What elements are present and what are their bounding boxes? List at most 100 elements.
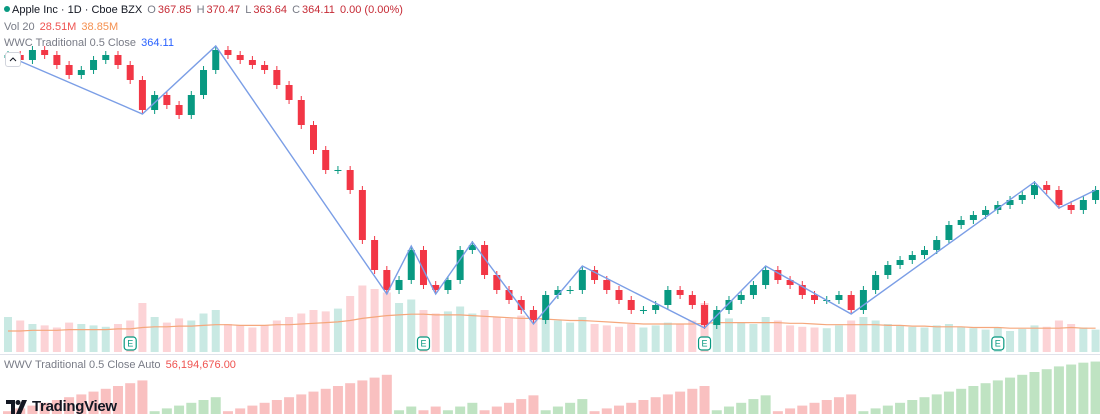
wwv-bar (345, 383, 356, 414)
volume-bar (773, 320, 782, 352)
wwv-bar (565, 402, 576, 414)
wwv-bar (112, 386, 123, 414)
candle-body (456, 250, 464, 280)
volume-bar (1054, 320, 1063, 352)
wwv-bar (27, 405, 38, 414)
wwv-bar (271, 400, 282, 414)
wwv-bar (1005, 377, 1016, 414)
wwv-bar (235, 408, 246, 414)
volume-bar (553, 320, 562, 352)
status-dot (4, 6, 10, 12)
candle-body (432, 285, 440, 290)
wwv-bar (406, 406, 417, 414)
volume-bar (834, 325, 843, 352)
candle-body (872, 275, 880, 290)
volume-bar (468, 313, 477, 352)
volume-ma-value: 38.85M (81, 21, 119, 33)
earnings-label: E (127, 338, 133, 348)
volume-bar (113, 324, 122, 352)
candle-body (652, 305, 660, 310)
volume-ma-line (8, 313, 1096, 332)
candle-body (578, 270, 586, 290)
volume-bar (175, 318, 184, 352)
candle-body (517, 300, 525, 310)
wwv-bar (577, 399, 588, 414)
candle-body (1030, 185, 1038, 195)
wwv-bar (320, 388, 331, 414)
volume-bar (724, 318, 733, 352)
volume-bar (969, 328, 978, 352)
wwv-bar (809, 402, 820, 414)
volume-value: 28.51M (39, 21, 77, 33)
volume-bar (541, 313, 550, 352)
candle-body (701, 305, 709, 325)
wwv-bar (479, 410, 490, 414)
wwv-bar (247, 405, 258, 414)
collapse-button[interactable] (5, 52, 21, 67)
volume-bar (847, 320, 856, 352)
volume-bar (395, 303, 404, 352)
volume-bar (602, 325, 611, 352)
candle-body (371, 240, 379, 270)
volume-bar (712, 313, 721, 352)
wwv-bar (222, 411, 233, 414)
volume-bar (40, 325, 49, 352)
zigzag-name: WWC Traditional 0.5 Close (4, 37, 137, 49)
candle-body (737, 295, 745, 300)
volume-bar (1067, 324, 1076, 352)
candle-body (762, 270, 770, 285)
volume-bar (517, 315, 526, 352)
candle-body (908, 255, 916, 260)
candle-body (688, 295, 696, 305)
candle-body (566, 290, 574, 291)
candle-body (28, 50, 36, 60)
volume-bar (883, 324, 892, 352)
wwv-legend[interactable]: WWV Traditional 0.5 Close Auto 56,194,67… (4, 357, 238, 373)
wwv-bar (760, 395, 771, 414)
candle-body (383, 270, 391, 290)
wwv-bar (552, 406, 563, 414)
volume-bar (65, 322, 74, 352)
candle-body (957, 220, 965, 225)
candle-body (310, 125, 317, 150)
volume-bar (810, 327, 819, 352)
volume-bar (309, 310, 318, 352)
volume-bar (627, 324, 636, 352)
wwv-bar (381, 374, 392, 414)
volume-bar (321, 311, 330, 352)
zigzag-legend[interactable]: WWC Traditional 0.5 Close 364.11 (4, 35, 176, 51)
wwv-bar (369, 377, 380, 414)
wwv-bar (895, 402, 906, 414)
wwv-bar (858, 411, 869, 414)
volume-bar (4, 317, 12, 352)
wwv-bar (699, 386, 710, 414)
wwv-bar (198, 400, 209, 414)
wwv-bar (1017, 374, 1028, 414)
candle-body (261, 65, 269, 70)
volume-legend[interactable]: Vol 20 28.51M 38.85M (4, 19, 120, 35)
volume-bar (529, 310, 538, 352)
candle-body (358, 190, 366, 240)
earnings-marker (416, 336, 431, 351)
wwv-bar (687, 388, 698, 414)
volume-bar (162, 322, 171, 352)
volume-bar (737, 322, 746, 352)
wwv-bar (491, 406, 502, 414)
candle-body (896, 260, 904, 265)
volume-bar (590, 324, 599, 352)
candle-body (713, 310, 721, 325)
volume-bar (896, 325, 905, 352)
volume-bar (1079, 327, 1088, 352)
wwv-bar (931, 394, 942, 414)
branding[interactable]: TradingView (6, 398, 117, 415)
wwv-bar (3, 411, 13, 414)
close-value: 364.11 (302, 4, 335, 16)
volume-bar (456, 306, 465, 352)
candle-body (774, 270, 782, 280)
candle-body (529, 310, 537, 320)
wwv-bar (357, 380, 368, 414)
volume-bar (77, 324, 86, 352)
volume-bar (407, 299, 416, 352)
candle-body (175, 105, 183, 115)
